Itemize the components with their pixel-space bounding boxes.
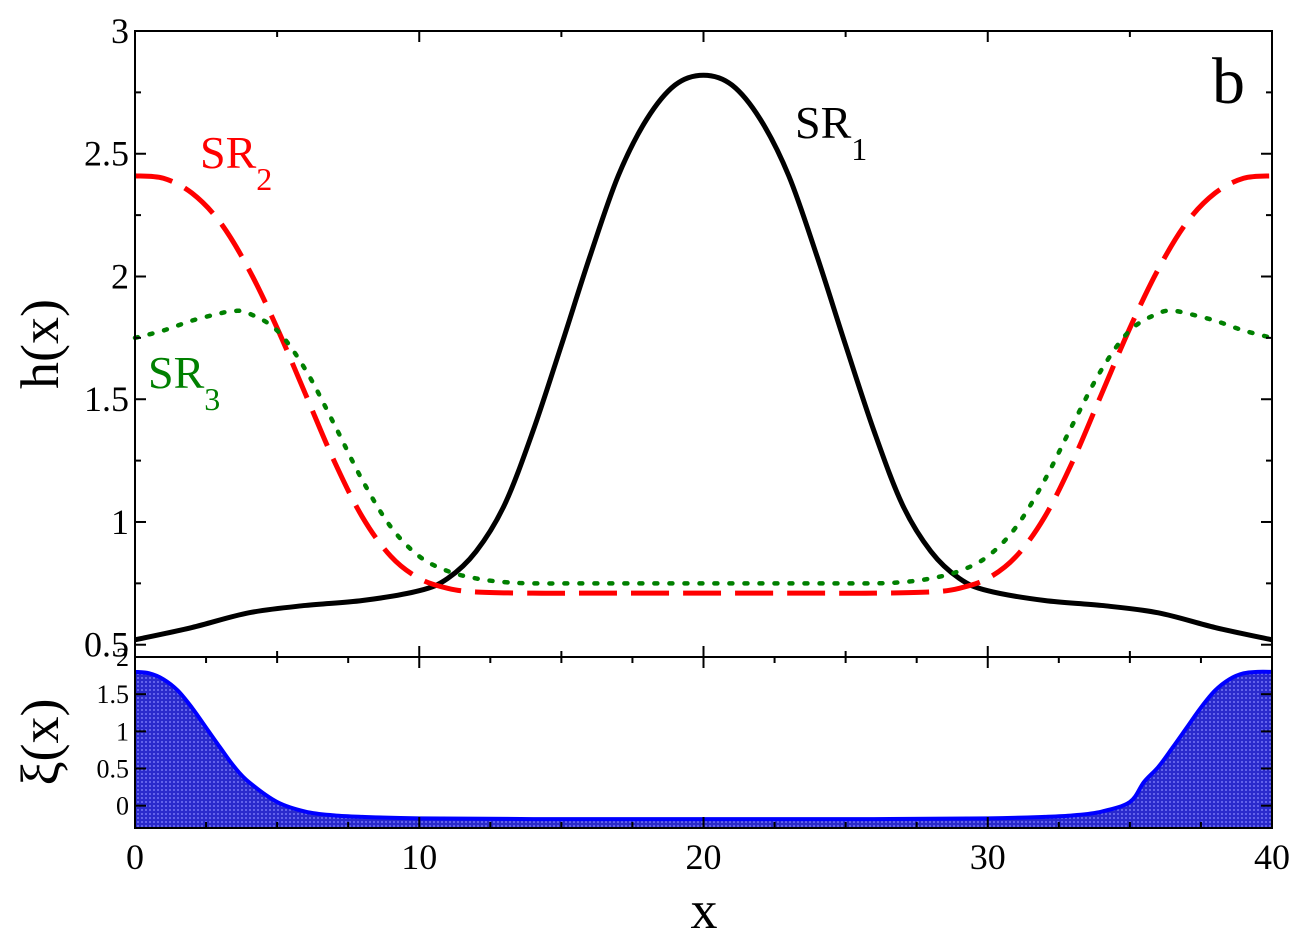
bottom-ytick-label: 0	[116, 792, 129, 821]
series-label-sr1-name: SR	[795, 97, 852, 148]
bottom-xtick-label: 0	[126, 837, 144, 877]
top-ytick-label: 0.5	[84, 625, 129, 665]
bottom-xtick-label: 20	[686, 837, 722, 877]
panel-label: b	[1212, 45, 1245, 118]
bottom-xtick-label: 40	[1254, 837, 1290, 877]
top-ytick-label: 3	[111, 11, 129, 51]
top-ytick-label: 1	[111, 502, 129, 542]
bottom-ytick-label: 2	[116, 643, 129, 672]
bottom-xtick-label: 30	[970, 837, 1006, 877]
bottom-ytick-label: 0.5	[97, 755, 130, 784]
series-label-sr2-name: SR	[200, 127, 257, 178]
series-label-sr3-name: SR	[148, 347, 205, 398]
top-series-group	[132, 72, 1275, 643]
series-label-sr3-sub: 3	[204, 381, 220, 417]
series-label-sr1: SR1	[795, 97, 867, 167]
series-label-sr1-sub: 1	[851, 131, 867, 167]
top-ytick-label: 2.5	[84, 134, 129, 174]
bottom-ytick-label: 1	[116, 717, 129, 746]
series-line-sr2	[134, 173, 1273, 596]
xi-area-line	[134, 669, 1273, 822]
top-ticks-group: 0.5 1 1.5 2 2.5 3	[84, 11, 1273, 665]
bottom-series-group	[134, 669, 1273, 828]
top-ytick-label: 2	[111, 256, 129, 296]
series-label-sr2-sub: 2	[256, 161, 272, 197]
bottom-y-axis-title: ξ(x)	[10, 698, 70, 785]
series-label-sr3: SR3	[148, 347, 220, 417]
xi-area-fill	[135, 671, 1272, 828]
x-axis-title: x	[691, 880, 718, 940]
series-label-sr2: SR2	[200, 127, 272, 197]
bottom-panel: 0 10 20 30 40 0 0.5 1 1.5 2 ξ(x) x	[10, 643, 1290, 940]
top-plot-frame	[134, 30, 1273, 658]
series-line-sr1	[134, 72, 1273, 643]
bottom-plot-frame	[134, 656, 1273, 829]
top-panel: 0.511.522.53 b h(x) SR1 SR2 SR3	[10, 11, 1275, 665]
top-ytick-label: 1.5	[84, 379, 129, 419]
top-y-axis-title: h(x)	[10, 299, 70, 389]
series-line-sr3	[132, 308, 1275, 586]
bottom-xtick-label: 10	[401, 837, 437, 877]
bottom-ticks-group: 0 10 20 30 40 0 0.5 1 1.5 2	[97, 643, 1291, 877]
bottom-ytick-label: 1.5	[97, 680, 130, 709]
